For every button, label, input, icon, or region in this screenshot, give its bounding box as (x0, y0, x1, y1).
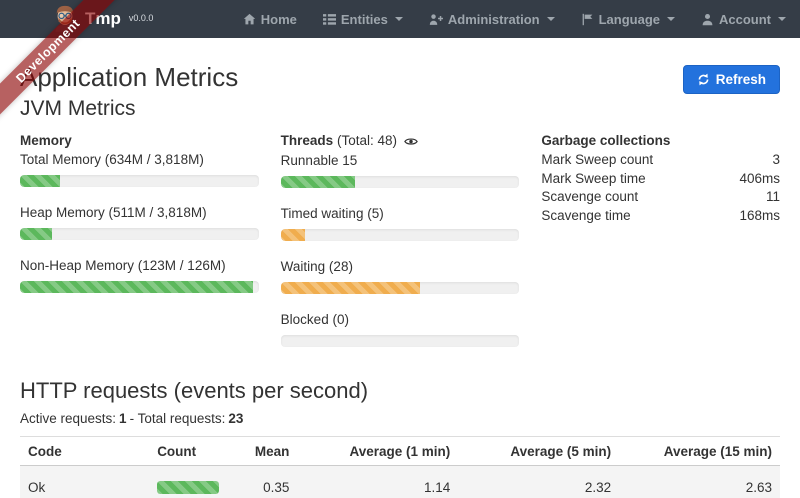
metric-label: Non-Heap Memory (123M / 126M) (20, 258, 226, 273)
list-icon (322, 14, 336, 25)
requests-summary: Active requests: 1- Total requests: 23 (20, 411, 780, 426)
progress-bar (20, 228, 259, 240)
threads-total-label: (Total: 48) (336, 133, 397, 148)
memory-section: Memory Total Memory (634M / 3,818M) Heap… (20, 132, 259, 364)
nav-item-label: Language (598, 11, 660, 27)
header-avg-15min: Average (15 min) (619, 436, 780, 466)
nav-item-label: Administration (447, 11, 540, 27)
metric-label: Total Memory (634M / 3,818M) (20, 152, 204, 167)
table-header-row: Code Count Mean Average (1 min) Average … (20, 436, 780, 466)
refresh-button[interactable]: Refresh (682, 65, 780, 94)
header-count: Count (149, 436, 229, 466)
metric-timed-waiting: Timed waiting (5) (280, 205, 520, 241)
chevron-down-icon (546, 17, 555, 21)
gc-row-scavenge-count: Scavenge count 11 (541, 188, 780, 207)
total-requests-value: 23 (228, 411, 244, 426)
chevron-down-icon (778, 17, 786, 21)
refresh-icon (698, 73, 709, 86)
cell-count (149, 466, 229, 498)
brand[interactable]: Tmp v0.0.0 (52, 4, 153, 35)
table-row: Ok 0.35 1.14 2.32 2.63 (20, 465, 780, 498)
progress-bar (280, 282, 520, 294)
jvm-metrics-title: JVM Metrics (20, 97, 136, 120)
metric-label: Blocked (0) (280, 312, 349, 327)
progress-bar (20, 175, 259, 187)
chevron-down-icon (667, 17, 675, 21)
header-code: Code (20, 436, 150, 466)
gc-row-mark-sweep-count: Mark Sweep count 3 (541, 151, 780, 170)
threads-title-label: Threads (280, 133, 334, 148)
gc-value: 168ms (739, 207, 781, 223)
brand-name: Tmp (85, 9, 121, 28)
metric-label: Runnable 15 (280, 153, 358, 168)
nav-item-account[interactable]: Account (701, 12, 786, 27)
cell-avg-1min: 1.14 (423, 480, 451, 495)
page-title: Application Metrics (20, 62, 239, 92)
nav-item-home[interactable]: Home (243, 12, 297, 27)
home-icon (243, 13, 255, 24)
gc-value: 3 (772, 152, 781, 167)
nav-item-language[interactable]: Language (581, 12, 675, 27)
metric-label: Waiting (28) (280, 259, 353, 274)
nav-item-label: Home (260, 11, 297, 27)
header-avg-5min: Average (5 min) (458, 436, 620, 466)
navbar: Tmp v0.0.0 Home Entities Administration … (0, 0, 800, 38)
active-requests-value: 1 (119, 411, 127, 426)
threads-title: Threads (Total: 48) (281, 132, 520, 151)
gc-title: Garbage collections (541, 133, 671, 148)
gc-label: Mark Sweep time (541, 170, 646, 186)
metric-heap-memory: Heap Memory (511M / 3,818M) (20, 204, 259, 240)
progress-bar (280, 229, 520, 241)
flag-icon (582, 13, 592, 25)
header-avg-1min: Average (1 min) (297, 436, 459, 466)
http-requests-table: Code Count Mean Average (1 min) Average … (20, 436, 780, 498)
nav-item-entities[interactable]: Entities (322, 11, 403, 27)
progress-bar (280, 176, 520, 188)
metric-label: Timed waiting (5) (280, 206, 384, 221)
metric-runnable: Runnable 15 (280, 152, 520, 188)
nav-menu: Home Entities Administration Language Ac… (243, 12, 786, 27)
gc-label: Scavenge count (541, 189, 639, 204)
progress-bar (280, 335, 520, 347)
memory-title: Memory (20, 133, 72, 148)
metric-blocked: Blocked (0) (280, 311, 520, 347)
chevron-down-icon (394, 17, 403, 21)
user-plus-icon (429, 13, 443, 25)
metric-nonheap-memory: Non-Heap Memory (123M / 126M) (20, 257, 259, 293)
garbage-collections-section: Garbage collections Mark Sweep count 3 M… (541, 132, 780, 364)
refresh-label: Refresh (715, 72, 766, 87)
gc-row-mark-sweep-time: Mark Sweep time 406ms (541, 170, 780, 189)
eye-icon[interactable] (403, 133, 418, 151)
cell-avg-5min: 2.32 (584, 480, 612, 495)
user-icon (702, 13, 713, 25)
threads-section: Threads (Total: 48) Runnable 15 Timed wa… (280, 132, 520, 364)
http-requests-title: HTTP requests (events per second) (20, 378, 369, 403)
main-content: Application Metrics Refresh JVM Metrics … (0, 62, 800, 498)
metric-label: Heap Memory (511M / 3,818M) (20, 205, 207, 220)
cell-code: Ok (28, 480, 46, 495)
nav-item-administration[interactable]: Administration (429, 12, 555, 27)
gc-row-scavenge-time: Scavenge time 168ms (541, 207, 780, 226)
nav-item-label: Entities (340, 11, 388, 27)
total-requests-label: - Total requests: (129, 411, 226, 426)
jvm-metrics-grid: Memory Total Memory (634M / 3,818M) Heap… (20, 132, 780, 364)
gc-label: Scavenge time (541, 207, 631, 223)
gc-value: 11 (766, 189, 781, 204)
metric-total-memory: Total Memory (634M / 3,818M) (20, 151, 259, 187)
nav-item-label: Account (719, 11, 771, 27)
count-progress-bar (157, 481, 220, 494)
active-requests-label: Active requests: (20, 411, 117, 426)
gc-value: 406ms (739, 170, 781, 186)
brand-version: v0.0.0 (128, 13, 154, 23)
cell-avg-15min: 2.63 (745, 480, 772, 495)
metric-waiting: Waiting (28) (280, 258, 520, 294)
gc-label: Mark Sweep count (541, 152, 654, 167)
progress-bar (20, 281, 259, 293)
jhipster-avatar-icon (52, 4, 78, 35)
cell-mean: 0.35 (263, 480, 290, 495)
header-mean: Mean (228, 436, 298, 466)
